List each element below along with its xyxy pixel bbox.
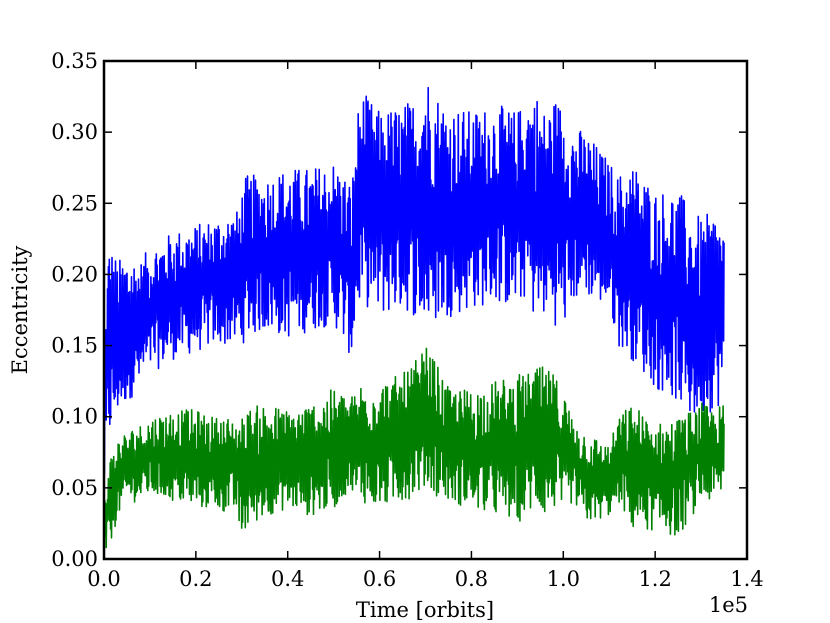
y-tick-label: 0.00: [51, 547, 98, 571]
x-axis-label: Time [orbits]: [356, 598, 494, 622]
y-tick-label: 0.20: [51, 262, 98, 286]
x-tick-label: 0.8: [455, 567, 488, 591]
y-axis-label: Eccentricity: [8, 245, 32, 374]
x-tick-label: 0.4: [271, 567, 304, 591]
y-tick-label: 0.35: [51, 49, 98, 73]
ticks-layer: 0.0 0.2 0.4 0.6 0.8 1.0 1.2 1.4 0.00 0.05 0.10 0.15…: [51, 49, 763, 591]
plot-frame: [102, 59, 749, 561]
series-line-1: [103, 86, 725, 476]
y-tick-label: 0.05: [51, 476, 98, 500]
y-tick-label: 0.10: [51, 405, 98, 429]
y-tick-label: 0.25: [51, 191, 98, 215]
series-layer: [103, 86, 725, 549]
y-tick-label: 0.30: [51, 120, 98, 144]
x-tick-label: 1.4: [730, 567, 763, 591]
x-tick-label: 0.0: [87, 567, 120, 591]
y-tick-label: 0.15: [51, 334, 98, 358]
series-line-2: [103, 347, 725, 549]
x-tick-label: 0.6: [363, 567, 396, 591]
x-axis-offset-label: 1e5: [709, 593, 748, 617]
x-tick-label: 0.2: [179, 567, 212, 591]
x-tick-label: 1.2: [638, 567, 671, 591]
x-tick-label: 1.0: [547, 567, 580, 591]
